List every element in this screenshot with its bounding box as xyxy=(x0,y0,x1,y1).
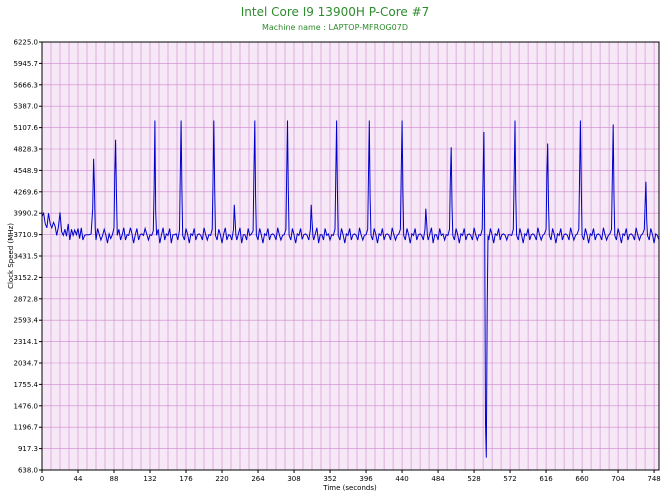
y-tick-label: 1196.7 xyxy=(14,424,39,432)
series-line xyxy=(41,120,660,458)
y-axis-ticks: 638.0 917.3 1196.7 1476.0 1755.4 2034.7 2314.1… xyxy=(14,39,42,475)
x-tick-label: 484 xyxy=(431,475,445,483)
y-tick-label: 6225.0 xyxy=(14,39,39,47)
y-tick-label: 5387.0 xyxy=(14,103,39,111)
y-tick-label: 1755.4 xyxy=(14,381,39,389)
x-tick-label: 264 xyxy=(251,475,265,483)
x-tick-label: 572 xyxy=(503,475,516,483)
y-tick-label: 3431.5 xyxy=(14,253,39,261)
chart-title: Intel Core I9 13900H P-Core #7 xyxy=(241,5,430,19)
y-tick-label: 638.0 xyxy=(18,467,38,475)
y-tick-label: 4269.6 xyxy=(14,188,39,196)
x-axis-label: Time (seconds) xyxy=(322,484,377,492)
x-tick-label: 0 xyxy=(40,475,44,483)
chart-subtitle: Machine name : LAPTOP-MFROG07D xyxy=(262,23,408,32)
x-tick-label: 528 xyxy=(467,475,480,483)
x-tick-label: 396 xyxy=(359,475,373,483)
x-tick-label: 220 xyxy=(215,475,228,483)
y-tick-label: 917.3 xyxy=(18,445,38,453)
x-tick-label: 132 xyxy=(143,475,156,483)
x-tick-label: 660 xyxy=(575,475,588,483)
y-tick-label: 4828.3 xyxy=(14,145,39,153)
y-tick-label: 2593.4 xyxy=(14,317,39,325)
x-axis-ticks: 0 44 88 132 176 220 264 308 352 396 440 484 528 572 61… xyxy=(40,470,661,483)
y-tick-label: 2314.1 xyxy=(14,338,39,346)
grid xyxy=(41,41,659,471)
y-tick-label: 3710.9 xyxy=(14,231,39,239)
y-tick-label: 5666.3 xyxy=(14,81,39,89)
y-axis-label: Clock Speed (MHz) xyxy=(7,223,15,289)
y-tick-label: 5107.6 xyxy=(14,124,39,132)
y-tick-label: 5945.7 xyxy=(14,60,39,68)
y-tick-label: 4548.9 xyxy=(14,167,39,175)
x-tick-label: 704 xyxy=(611,475,625,483)
x-tick-label: 176 xyxy=(179,475,193,483)
x-tick-label: 88 xyxy=(110,475,119,483)
x-tick-label: 352 xyxy=(323,475,336,483)
x-tick-label: 440 xyxy=(395,475,408,483)
y-tick-label: 3990.2 xyxy=(14,210,39,218)
x-tick-label: 616 xyxy=(539,475,553,483)
y-tick-label: 1476.0 xyxy=(14,402,39,410)
y-tick-label: 2872.8 xyxy=(14,295,39,303)
y-tick-label: 2034.7 xyxy=(14,360,39,368)
x-tick-label: 44 xyxy=(74,475,83,483)
y-tick-label: 3152.2 xyxy=(14,274,39,282)
x-tick-label: 308 xyxy=(287,475,300,483)
x-tick-label: 748 xyxy=(647,475,660,483)
